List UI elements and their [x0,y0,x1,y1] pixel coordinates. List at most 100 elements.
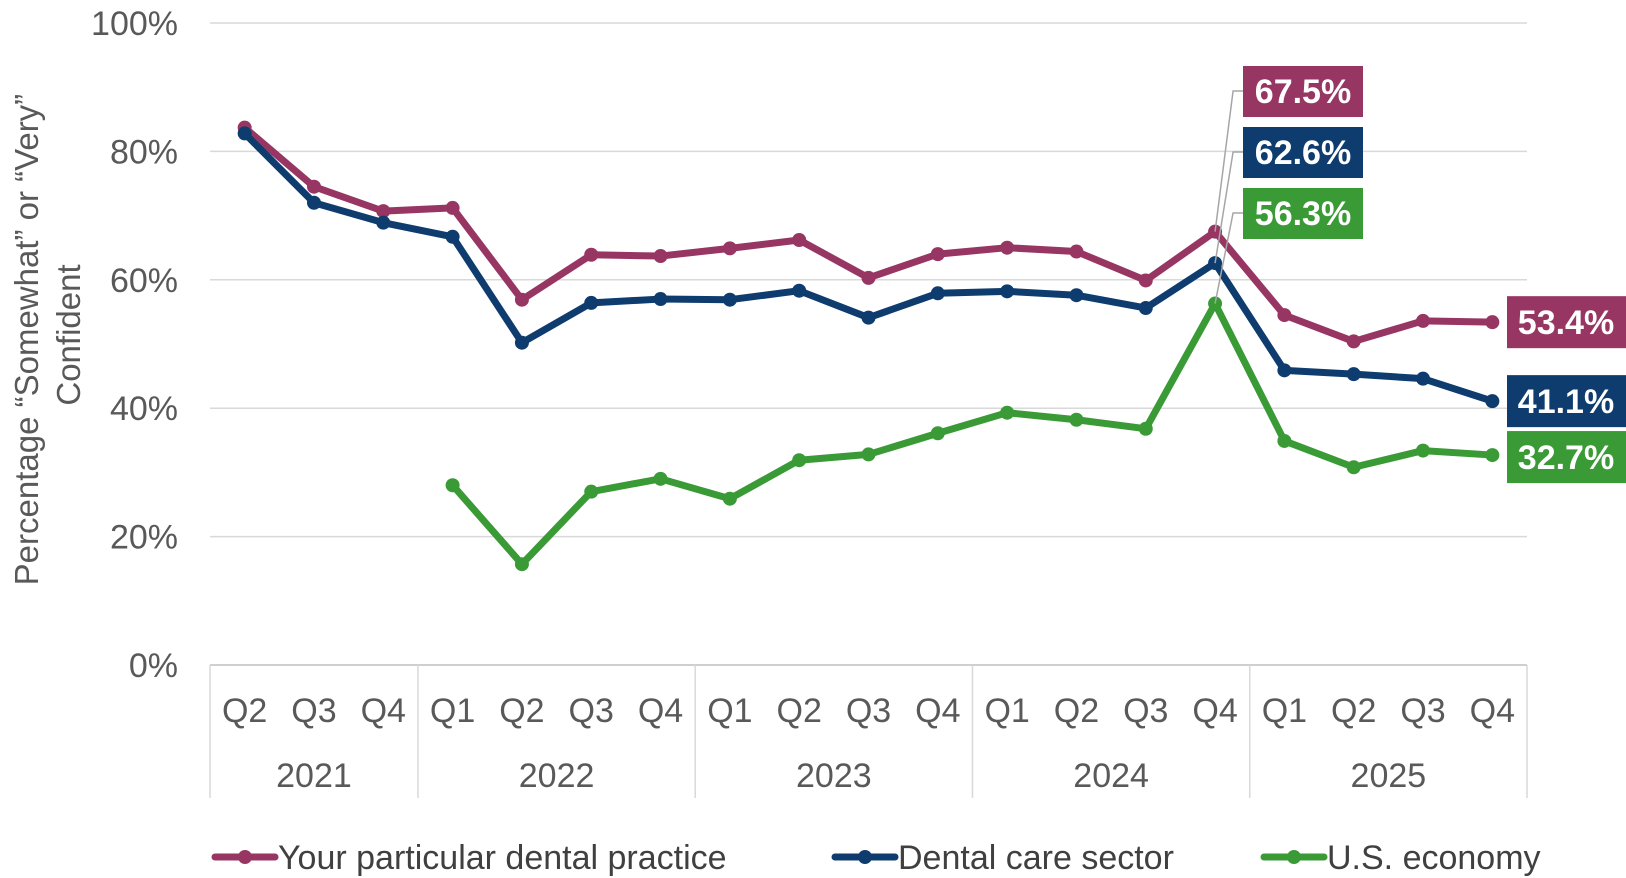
callout-label: 62.6% [1255,134,1351,172]
y-axis-label-line-2: Confident [50,264,87,405]
data-point [1069,412,1084,427]
x-tick-label: Q4 [915,692,960,730]
data-point [1069,244,1084,259]
data-point [930,247,945,262]
data-point [792,453,807,468]
series-line [449,300,1496,568]
data-point [306,179,321,194]
series-0 [237,120,1500,349]
year-label: 2024 [1073,757,1149,795]
data-point [584,484,599,499]
y-tick-label: 80% [110,133,178,171]
data-point [1000,284,1015,299]
data-point [1138,273,1153,288]
callout-box [1243,127,1363,178]
x-tick-label: Q4 [1192,692,1237,730]
x-tick-label: Q2 [777,692,822,730]
y-axis-ticks: 0% 20% 40% 60% 80% 100% [91,5,178,685]
callout-leader-line [1214,212,1243,304]
data-point [722,292,737,307]
data-point [653,292,668,307]
x-tick-label: Q2 [499,692,544,730]
value-callout: 41.1% [1507,375,1626,428]
data-point [792,232,807,247]
data-point [930,426,945,441]
legend-item: Your particular dental practice [211,839,727,877]
x-tick-label: Q3 [1123,692,1168,730]
data-point [1000,405,1015,420]
callout-leader-line [1214,90,1243,232]
x-tick-label: Q3 [846,692,891,730]
y-tick-label: 100% [91,5,178,43]
data-point [1138,301,1153,316]
year-label: 2021 [276,757,352,795]
callout-box [1507,431,1626,484]
callout-box [1507,375,1626,428]
x-tick-label: Q1 [984,692,1029,730]
legend-swatch-marker [1287,850,1301,864]
data-point [1485,448,1500,463]
legend-label: Dental care sector [898,839,1174,877]
x-tick-label: Q3 [1400,692,1445,730]
data-point [237,126,252,141]
year-label: 2022 [519,757,595,795]
y-axis-label-line-1: Percentage “Somewhat” or “Very” [8,94,45,586]
data-point [861,310,876,325]
data-point [930,286,945,301]
x-axis: Q2 Q3 Q4 Q1 Q2 Q3 Q4 Q1 Q2 Q3 Q4 Q1 Q2 Q3 Q4 Q1 Q2 Q3 Q420… [209,665,1528,798]
callout-leader-line [1214,151,1243,264]
value-callout: 67.5% [1214,66,1363,232]
x-tick-label: Q4 [1470,692,1515,730]
callout-box [1507,296,1626,349]
data-point [445,478,460,493]
value-callout: 62.6% [1214,127,1363,264]
data-point [1000,240,1015,255]
legend-swatch-marker [238,850,252,864]
callout-label: 67.5% [1255,73,1351,111]
x-tick-label: Q1 [1262,692,1307,730]
legend-label: Your particular dental practice [278,839,727,877]
data-point [1069,288,1084,303]
x-tick-label: Q4 [361,692,406,730]
data-point [1485,315,1500,330]
y-axis-label: Percentage “Somewhat” or “Very” Confiden… [8,85,87,586]
data-point [445,229,460,244]
x-tick-label: Q2 [222,692,267,730]
legend-item: U.S. economy [1260,839,1541,877]
data-point [861,270,876,285]
legend: Your particular dental practice Dental ca… [211,839,1541,877]
y-tick-label: 20% [110,519,178,557]
x-tick-label: Q2 [1054,692,1099,730]
x-tick-label: Q2 [1331,692,1376,730]
year-label: 2025 [1351,757,1427,795]
callout-box [1243,188,1363,239]
value-callout: 32.7% [1507,431,1626,484]
data-point [722,241,737,256]
data-point [514,335,529,350]
data-point [1277,433,1292,448]
year-label: 2023 [796,757,872,795]
data-point [1416,313,1431,328]
data-point [792,283,807,298]
data-point [1138,421,1153,436]
data-point [514,292,529,307]
data-point [653,471,668,486]
data-point [514,557,529,572]
y-tick-label: 40% [110,390,178,428]
value-callouts: 67.5% 62.6% 56.3% 53.4% 41.1% 32.7% [1214,66,1626,484]
legend-label: U.S. economy [1327,839,1541,877]
data-point [376,204,391,219]
callout-label: 56.3% [1255,195,1351,233]
data-point [584,295,599,310]
data-point [1277,308,1292,323]
x-tick-label: Q3 [569,692,614,730]
series-1 [237,126,1500,409]
data-point [722,491,737,506]
x-tick-label: Q1 [707,692,752,730]
data-point [1416,443,1431,458]
data-point [1485,394,1500,409]
gridlines [210,22,1527,666]
data-point [376,215,391,230]
value-callout: 53.4% [1507,296,1626,349]
